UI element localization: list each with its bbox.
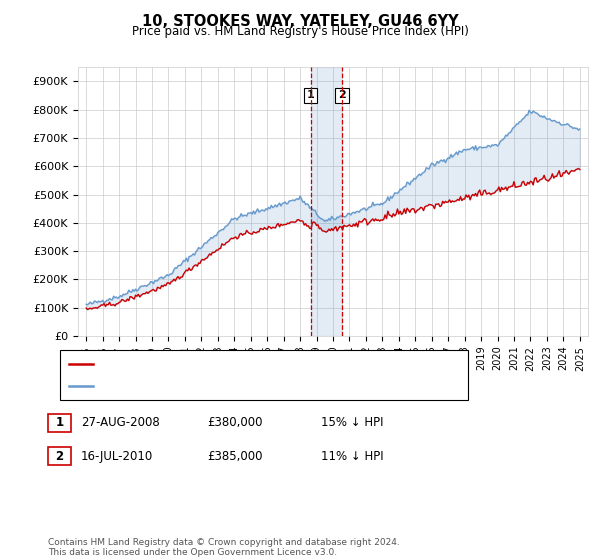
Text: Contains HM Land Registry data © Crown copyright and database right 2024.
This d: Contains HM Land Registry data © Crown c…: [48, 538, 400, 557]
Text: 2: 2: [338, 90, 346, 100]
Text: 1: 1: [55, 416, 64, 430]
Bar: [311, 67, 342, 336]
Text: 2: 2: [55, 450, 64, 463]
Text: 11% ↓ HPI: 11% ↓ HPI: [321, 450, 383, 463]
Text: 10, STOOKES WAY, YATELEY, GU46 6YY: 10, STOOKES WAY, YATELEY, GU46 6YY: [142, 14, 458, 29]
Text: 27-AUG-2008: 27-AUG-2008: [81, 416, 160, 430]
Text: HPI: Average price, detached house, Hart: HPI: Average price, detached house, Hart: [99, 381, 325, 391]
Text: £380,000: £380,000: [207, 416, 263, 430]
Text: 10, STOOKES WAY, YATELEY, GU46 6YY (detached house): 10, STOOKES WAY, YATELEY, GU46 6YY (deta…: [99, 359, 410, 369]
Text: 16-JUL-2010: 16-JUL-2010: [81, 450, 153, 463]
Text: £385,000: £385,000: [207, 450, 263, 463]
Text: 1: 1: [307, 90, 314, 100]
Text: Price paid vs. HM Land Registry's House Price Index (HPI): Price paid vs. HM Land Registry's House …: [131, 25, 469, 38]
Text: 15% ↓ HPI: 15% ↓ HPI: [321, 416, 383, 430]
